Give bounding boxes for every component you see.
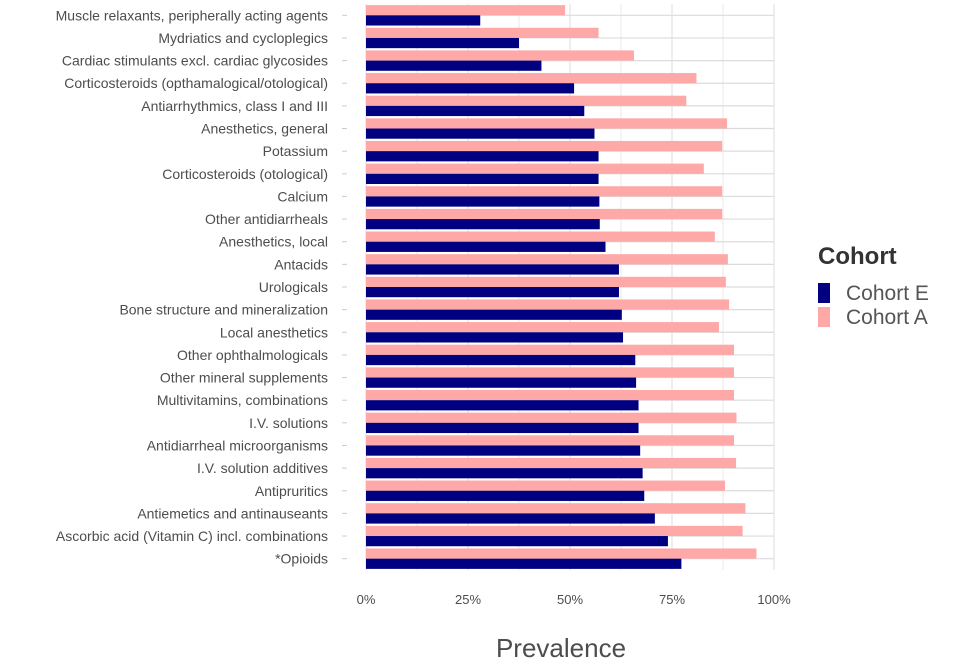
bar-cohort-e bbox=[366, 309, 622, 320]
bar-cohort-e bbox=[366, 60, 542, 71]
category-label: Antipruritics bbox=[255, 483, 328, 499]
bar-cohort-e bbox=[366, 332, 624, 343]
category-label: *Opioids bbox=[275, 551, 328, 567]
bar-cohort-e bbox=[366, 287, 619, 298]
bar-cohort-e bbox=[366, 105, 585, 117]
bar-cohort-e bbox=[366, 377, 637, 388]
bar-cohort-a bbox=[366, 73, 697, 84]
legend-swatch bbox=[818, 283, 830, 303]
bar-cohort-e bbox=[366, 128, 595, 139]
bar-cohort-e bbox=[366, 196, 600, 207]
x-tick-label: 50% bbox=[557, 592, 583, 607]
category-label: Other mineral supplements bbox=[160, 370, 328, 386]
bar-cohort-e bbox=[366, 422, 639, 434]
bar-cohort-a bbox=[366, 163, 704, 174]
bar-cohort-a bbox=[366, 27, 599, 38]
bar-cohort-a bbox=[366, 118, 728, 129]
legend-label: Cohort E bbox=[846, 282, 929, 305]
category-labels: Muscle relaxants, peripherally acting ag… bbox=[56, 7, 347, 567]
legend-title: Cohort bbox=[818, 243, 897, 270]
category-label: Antidiarrheal microorganisms bbox=[147, 437, 328, 453]
x-tick-label: 75% bbox=[659, 592, 685, 607]
category-label: Anesthetics, general bbox=[201, 121, 328, 137]
x-tick-label: 100% bbox=[757, 592, 791, 607]
x-tick-label: 25% bbox=[455, 592, 481, 607]
bar-cohort-e bbox=[366, 354, 636, 366]
x-axis-title: Prevalence bbox=[496, 633, 626, 663]
bar-cohort-a bbox=[366, 367, 735, 378]
bar-cohort-a bbox=[366, 140, 723, 152]
bar-cohort-a bbox=[366, 322, 719, 333]
bar-cohort-a bbox=[366, 525, 743, 537]
bar-cohort-e bbox=[366, 536, 668, 547]
bar-cohort-a bbox=[366, 5, 566, 16]
bar-cohort-a bbox=[366, 299, 730, 310]
bar-cohort-a bbox=[366, 390, 735, 401]
bar-cohort-e bbox=[366, 37, 519, 49]
category-label: Urologicals bbox=[259, 279, 328, 295]
bar-cohort-e bbox=[366, 15, 481, 26]
bar-cohort-a bbox=[366, 186, 723, 197]
bar-cohort-a bbox=[366, 254, 728, 265]
bar-cohort-a bbox=[366, 503, 746, 514]
bar-cohort-a bbox=[366, 50, 635, 61]
bar-cohort-e bbox=[366, 558, 682, 569]
bar-cohort-e bbox=[366, 151, 599, 162]
bar-cohort-e bbox=[366, 468, 643, 479]
category-label: I.V. solution additives bbox=[197, 460, 328, 476]
legend-label: Cohort A bbox=[846, 306, 928, 329]
category-label: Corticosteroids (otological) bbox=[162, 166, 328, 182]
x-tick-label: 0% bbox=[357, 592, 376, 607]
category-label: Antiemetics and antinauseants bbox=[137, 505, 328, 521]
category-label: Corticosteroids (opthamalogical/otologic… bbox=[64, 75, 328, 91]
category-label: Other antidiarrheals bbox=[205, 211, 328, 227]
category-label: Antiarrhythmics, class I and III bbox=[141, 98, 328, 114]
category-label: Calcium bbox=[277, 188, 328, 204]
bar-cohort-e bbox=[366, 173, 599, 184]
category-label: Other ophthalmologicals bbox=[177, 347, 328, 363]
bar-cohort-a bbox=[366, 435, 735, 446]
bar-cohort-a bbox=[366, 231, 715, 242]
bar-cohort-e bbox=[366, 490, 645, 501]
legend-swatch bbox=[818, 307, 830, 327]
bar-cohort-a bbox=[366, 548, 757, 559]
bar-cohort-a bbox=[366, 276, 726, 287]
category-label: Anesthetics, local bbox=[219, 234, 328, 250]
x-axis-ticks: 0% 25% 50% 75% 100% bbox=[357, 592, 791, 607]
category-label: Ascorbic acid (Vitamin C) incl. combinat… bbox=[56, 528, 328, 544]
bar-cohort-a bbox=[366, 208, 723, 220]
bar-cohort-e bbox=[366, 241, 606, 252]
category-label: I.V. solutions bbox=[249, 415, 328, 431]
bar-cohort-a bbox=[366, 412, 737, 423]
category-label: Antacids bbox=[274, 256, 328, 272]
category-label: Cardiac stimulants excl. cardiac glycosi… bbox=[62, 53, 328, 69]
bar-cohort-e bbox=[366, 445, 641, 456]
bar-cohort-a bbox=[366, 457, 737, 469]
category-label: Multivitamins, combinations bbox=[157, 392, 328, 408]
bar-cohort-e bbox=[366, 264, 619, 275]
bar-cohort-a bbox=[366, 95, 687, 106]
category-label: Local anesthetics bbox=[220, 324, 328, 340]
bar-cohort-e bbox=[366, 219, 600, 230]
bar-cohort-e bbox=[366, 400, 639, 411]
bar-cohort-a bbox=[366, 480, 726, 491]
bar-cohort-e bbox=[366, 513, 655, 524]
bars bbox=[366, 5, 757, 569]
category-label: Mydriatics and cycloplegics bbox=[158, 30, 328, 46]
category-label: Potassium bbox=[263, 143, 328, 159]
category-label: Muscle relaxants, peripherally acting ag… bbox=[56, 7, 328, 23]
bar-cohort-a bbox=[366, 344, 735, 355]
bar-cohort-e bbox=[366, 83, 575, 94]
category-label: Bone structure and mineralization bbox=[119, 302, 328, 318]
